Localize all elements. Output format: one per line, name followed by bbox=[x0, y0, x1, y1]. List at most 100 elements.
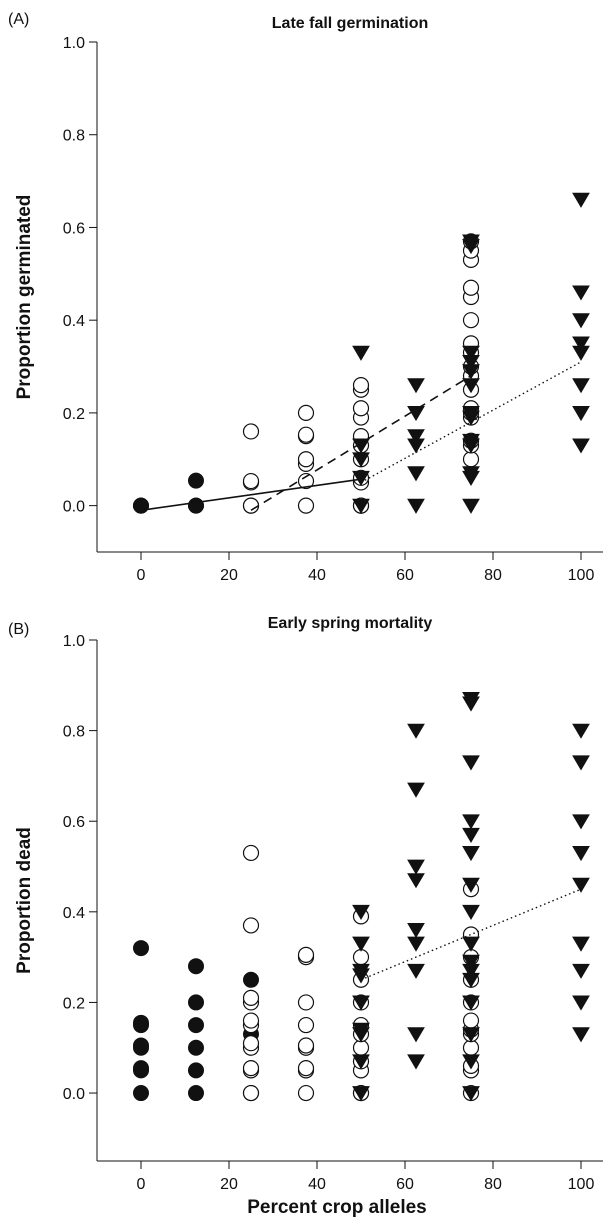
y-tick-label: 0.4 bbox=[63, 313, 85, 330]
filled-triangle-point bbox=[407, 963, 425, 979]
filled-circle-point bbox=[133, 1014, 149, 1031]
y-tick-label: 0.6 bbox=[63, 814, 85, 831]
filled-triangle-point bbox=[462, 936, 480, 952]
open-circle-point bbox=[297, 404, 315, 422]
filled-triangle-point bbox=[462, 1027, 480, 1043]
open-circle-point bbox=[297, 472, 315, 490]
panel-b: 0.0 0.2 0.4 0.6 0.8 1.0 0 20 40 60 80 100 Early spri… bbox=[8, 615, 603, 1193]
filled-triangle-point bbox=[407, 378, 425, 394]
x-axis-label: Percent crop alleles bbox=[247, 1197, 427, 1218]
filled-triangle-point bbox=[572, 438, 590, 454]
open-circle-point bbox=[462, 1012, 480, 1029]
y-tick-label: 1.0 bbox=[63, 633, 85, 650]
filled-triangle-point bbox=[572, 936, 590, 952]
y-axis-label: Proportion germinated bbox=[14, 195, 35, 400]
panel-title: Late fall germination bbox=[272, 15, 428, 32]
x-tick-label: 40 bbox=[308, 567, 326, 584]
x-tick-label: 20 bbox=[220, 567, 238, 584]
panel-a: 0.0 0.2 0.4 0.6 0.8 1.0 0 20 40 60 80 100 Late fall … bbox=[8, 11, 603, 584]
x-tick-label: 0 bbox=[137, 1176, 146, 1193]
open-circle-point bbox=[297, 994, 315, 1011]
filled-circle-point bbox=[133, 497, 149, 514]
open-circle-point bbox=[462, 279, 480, 296]
filled-triangle-point bbox=[352, 345, 370, 361]
open-circle-point bbox=[297, 1016, 315, 1034]
fit-line-dashed bbox=[250, 375, 472, 511]
y-tick-label: 0.8 bbox=[63, 724, 85, 741]
filled-triangle-point bbox=[407, 498, 425, 514]
filled-circle-point bbox=[133, 940, 149, 957]
filled-triangle-point bbox=[572, 723, 590, 739]
open-circle-point bbox=[242, 1012, 260, 1029]
fit-line-solid bbox=[140, 478, 362, 512]
filled-triangle-point bbox=[572, 192, 590, 208]
open-circle-point bbox=[242, 1084, 260, 1102]
filled-circle-point bbox=[188, 1062, 204, 1079]
open-circle-point bbox=[462, 451, 480, 468]
filled-triangle-point bbox=[572, 963, 590, 979]
open-circle-point bbox=[352, 376, 370, 394]
filled-circle-point bbox=[133, 1060, 149, 1077]
x-tick-label: 80 bbox=[484, 567, 502, 584]
open-circle-point bbox=[297, 451, 315, 468]
fit-line-dotted bbox=[360, 361, 582, 484]
x-tick-label: 20 bbox=[220, 1176, 238, 1193]
y-tick-label: 0.0 bbox=[63, 1086, 85, 1103]
filled-triangle-point bbox=[572, 1027, 590, 1043]
panel-label: (B) bbox=[8, 621, 29, 638]
filled-triangle-point bbox=[572, 406, 590, 422]
y-tick-label: 0.2 bbox=[63, 995, 85, 1012]
panel-title: Early spring mortality bbox=[268, 615, 433, 632]
open-circle-point bbox=[352, 1039, 370, 1056]
filled-triangle-point bbox=[352, 963, 370, 979]
y-tick-label: 0.0 bbox=[63, 499, 85, 516]
filled-triangle-point bbox=[572, 877, 590, 893]
open-circle-point bbox=[462, 1039, 480, 1056]
y-tick-label: 1.0 bbox=[63, 35, 85, 52]
filled-circle-point bbox=[133, 1085, 149, 1102]
filled-triangle-point bbox=[572, 336, 590, 352]
filled-triangle-point bbox=[462, 691, 480, 708]
filled-circle-point bbox=[133, 1037, 149, 1054]
filled-triangle-point bbox=[407, 1054, 425, 1070]
open-circle-point bbox=[297, 1084, 315, 1102]
open-circle-point bbox=[352, 400, 370, 417]
open-circle-point bbox=[242, 1035, 260, 1052]
filled-triangle-point bbox=[407, 466, 425, 482]
filled-triangle-point bbox=[572, 285, 590, 301]
filled-triangle-point bbox=[407, 1027, 425, 1043]
x-tick-label: 100 bbox=[568, 567, 595, 584]
filled-triangle-point bbox=[352, 936, 370, 952]
filled-triangle-point bbox=[462, 846, 480, 862]
open-circle-point bbox=[297, 426, 315, 443]
open-circle-point bbox=[242, 1060, 260, 1077]
filled-triangle-point bbox=[352, 1086, 370, 1102]
filled-triangle-point bbox=[462, 498, 480, 514]
open-circle-point bbox=[242, 423, 260, 440]
filled-triangle-point bbox=[407, 406, 425, 422]
open-circle-point bbox=[242, 917, 260, 934]
filled-triangle-point bbox=[572, 755, 590, 771]
filled-triangle-point bbox=[572, 378, 590, 394]
x-tick-label: 0 bbox=[137, 567, 146, 584]
panel-label: (A) bbox=[8, 11, 29, 28]
filled-triangle-point bbox=[462, 466, 480, 482]
filled-circle-point bbox=[188, 958, 204, 975]
open-circle-point bbox=[352, 949, 370, 966]
filled-triangle-point bbox=[352, 1054, 370, 1070]
filled-circle-point bbox=[243, 971, 259, 988]
filled-triangle-point bbox=[462, 877, 480, 893]
fit-line-dotted bbox=[360, 888, 582, 981]
filled-circle-point bbox=[188, 994, 204, 1011]
filled-triangle-point bbox=[572, 814, 590, 830]
filled-triangle-point bbox=[462, 827, 480, 843]
y-tick-label: 0.6 bbox=[63, 220, 85, 237]
filled-circle-point bbox=[188, 497, 204, 514]
filled-triangle-point bbox=[407, 923, 425, 939]
filled-circle-point bbox=[188, 1039, 204, 1056]
filled-triangle-point bbox=[462, 954, 480, 970]
open-circle-point bbox=[242, 497, 260, 514]
filled-triangle-point bbox=[352, 904, 370, 921]
x-tick-label: 100 bbox=[568, 1176, 595, 1193]
